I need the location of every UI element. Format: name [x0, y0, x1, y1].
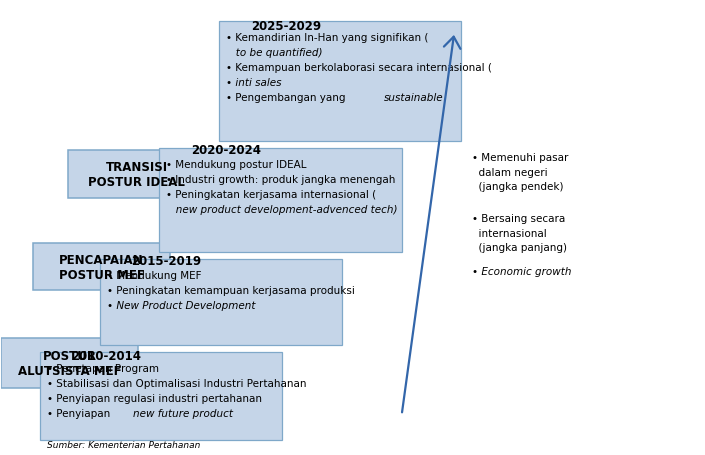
- Text: 2010-2014: 2010-2014: [72, 349, 142, 363]
- Text: • Industri growth: produk jangka menengah: • Industri growth: produk jangka menenga…: [166, 175, 396, 185]
- Text: new product development-advenced tech): new product development-advenced tech): [166, 204, 398, 214]
- Text: 2015-2019: 2015-2019: [131, 255, 202, 268]
- Text: • Memenuhi pasar: • Memenuhi pasar: [472, 153, 568, 163]
- Text: 2025-2029: 2025-2029: [251, 20, 321, 32]
- Text: • Stabilisasi dan Optimalisasi Industri Pertahanan: • Stabilisasi dan Optimalisasi Industri …: [47, 378, 307, 388]
- Text: • Penyiapan: • Penyiapan: [47, 408, 114, 418]
- Text: • Peningkatan kemampuan kerjasama produksi: • Peningkatan kemampuan kerjasama produk…: [106, 285, 355, 295]
- Text: PENCAPAIAN
POSTUR MEF: PENCAPAIAN POSTUR MEF: [59, 253, 145, 281]
- Text: (jangka panjang): (jangka panjang): [472, 243, 567, 253]
- FancyBboxPatch shape: [219, 22, 461, 142]
- Text: • Kemandirian In-Han yang signifikan (: • Kemandirian In-Han yang signifikan (: [226, 33, 429, 43]
- Text: • Peningkatan kerjasama internasional (: • Peningkatan kerjasama internasional (: [166, 190, 376, 199]
- Text: • Kemampuan berkolaborasi secara internasional (: • Kemampuan berkolaborasi secara interna…: [226, 63, 492, 73]
- Text: • Mendukung postur IDEAL: • Mendukung postur IDEAL: [166, 160, 307, 170]
- Text: 2020-2024: 2020-2024: [191, 144, 261, 157]
- FancyBboxPatch shape: [33, 243, 170, 291]
- Text: internasional: internasional: [472, 228, 546, 238]
- Text: • New Product Development: • New Product Development: [106, 300, 255, 310]
- FancyBboxPatch shape: [68, 151, 205, 198]
- Text: dalam negeri: dalam negeri: [472, 167, 548, 177]
- Text: • inti sales: • inti sales: [226, 78, 281, 88]
- Text: • Penetapan Program: • Penetapan Program: [47, 363, 159, 373]
- Text: • Pengembangan yang: • Pengembangan yang: [226, 93, 349, 103]
- FancyBboxPatch shape: [159, 148, 402, 253]
- FancyBboxPatch shape: [40, 352, 282, 440]
- Text: Sumber: Kementerian Pertahanan: Sumber: Kementerian Pertahanan: [47, 440, 200, 449]
- Text: POSTUR
ALUTSISTA MEF: POSTUR ALUTSISTA MEF: [18, 349, 122, 377]
- Text: • Mendukung MEF: • Mendukung MEF: [106, 270, 201, 280]
- Text: new future product: new future product: [133, 408, 233, 418]
- Text: • Economic growth: • Economic growth: [472, 266, 571, 276]
- FancyBboxPatch shape: [1, 339, 138, 388]
- Text: to be quantified): to be quantified): [226, 48, 323, 58]
- FancyBboxPatch shape: [99, 259, 342, 345]
- Text: TRANSISI
POSTUR IDEAL: TRANSISI POSTUR IDEAL: [88, 161, 185, 188]
- FancyArrowPatch shape: [402, 38, 460, 412]
- Text: (jangka pendek): (jangka pendek): [472, 182, 563, 192]
- Text: • Penyiapan regulasi industri pertahanan: • Penyiapan regulasi industri pertahanan: [47, 393, 262, 403]
- Text: • Bersaing secara: • Bersaing secara: [472, 214, 565, 224]
- Text: sustainable: sustainable: [384, 93, 443, 103]
